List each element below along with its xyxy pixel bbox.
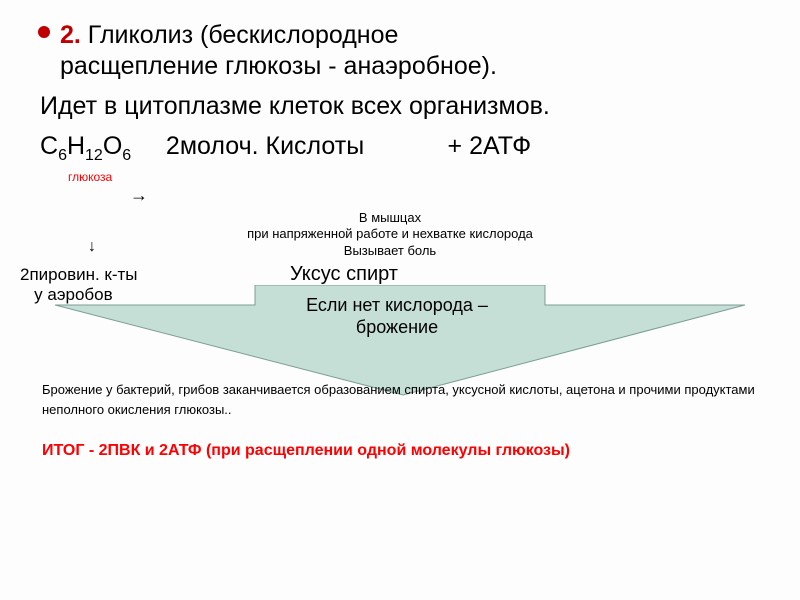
muscle-l3: Вызывает боль [344,243,436,258]
title-number: 2. [60,21,81,49]
f-O: O [103,132,122,160]
muscle-l2: при напряженной работе и нехватке кислор… [247,226,533,241]
f-C: C [40,132,58,160]
title-line: 2. Гликолиз (бескислородное расщепление … [60,20,760,83]
outcome-text: ИТОГ - 2ПВК и 2АТФ (при расщеплении одно… [42,442,760,460]
pyruvate-text: 2пировин. к-ты у аэробов [20,265,138,306]
callout-l1: Если нет кислорода – [306,295,488,315]
glucose-label: глюкоза [68,170,112,184]
arrow-right-icon: → [130,185,148,206]
f-H: H [67,132,85,160]
f-6b: 6 [122,147,131,164]
muscle-l1: В мышцах [359,210,421,225]
title-text-2: расщепление глюкозы - анаэробное). [60,52,497,80]
pyruvate-l1: 2пировин. к-ты [20,265,138,284]
f-lactic: 2молоч. Кислоты [166,132,364,160]
f-gap [131,132,166,160]
vinegar-text: Уксус спирт [290,263,398,286]
muscle-note: В мышцах при напряженной работе и нехват… [200,210,580,259]
f-6: 6 [58,147,67,164]
pyruvate-l2: у аэробов [34,285,112,304]
fermentation-text: Брожение у бактерий, грибов заканчиваетс… [42,380,760,419]
slide: 2. Гликолиз (бескислородное расщепление … [0,0,800,600]
callout: Если нет кислорода – брожение [272,295,522,338]
callout-l2: брожение [356,317,438,337]
location-text: Идет в цитоплазме клеток всех организмов… [40,92,770,121]
f-gap2 [364,132,447,160]
title-text-1: Гликолиз (бескислородное [81,21,399,49]
f-12: 12 [85,147,103,164]
arrow-down-icon: ↓ [88,238,96,256]
bullet-icon [38,26,50,38]
f-atp: + 2АТФ [448,132,532,160]
formula: C6H12O6 2молоч. Кислоты + 2АТФ [40,132,531,165]
